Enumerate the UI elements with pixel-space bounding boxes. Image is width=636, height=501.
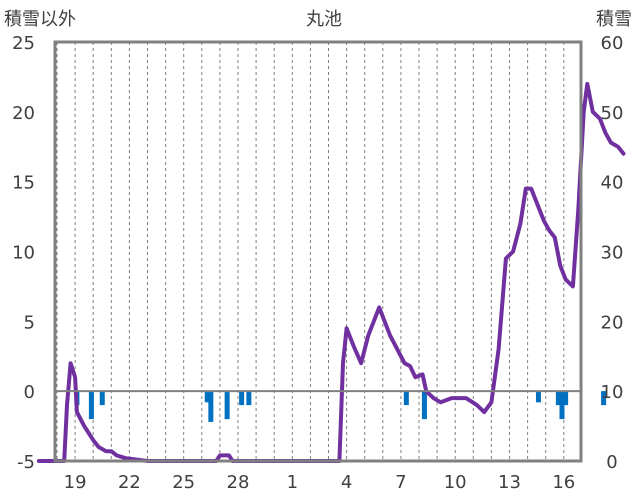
bar <box>421 391 427 420</box>
bar <box>555 391 561 406</box>
right-axis-title: 積雪 <box>596 9 632 30</box>
y-right-tick-label: 40 <box>601 173 624 194</box>
x-tick-label: 16 <box>552 472 575 493</box>
y-right-tick-label: 50 <box>601 103 624 124</box>
y-left-tick-label: -5 <box>17 452 35 473</box>
bar <box>246 391 252 406</box>
line-series <box>36 81 626 463</box>
y-right-tick-label: 20 <box>601 312 624 333</box>
left-axis-title: 積雪以外 <box>4 9 76 30</box>
x-tick-label: 28 <box>227 472 250 493</box>
axes <box>53 40 583 463</box>
x-tick-label: 4 <box>341 472 352 493</box>
x-tick-label: 25 <box>172 472 195 493</box>
y-right-tick-label: 60 <box>601 33 624 54</box>
bar <box>99 391 105 406</box>
y-left-tick-label: 25 <box>12 33 35 54</box>
y-left-tick-label: 20 <box>12 103 35 124</box>
bar <box>601 391 607 406</box>
x-tick-label: 13 <box>498 472 521 493</box>
bar <box>559 391 565 420</box>
x-tick-label: 10 <box>444 472 467 493</box>
x-tick-label: 1 <box>287 472 298 493</box>
y-left-tick-label: 10 <box>12 243 35 264</box>
bar <box>403 391 409 406</box>
grid-lines <box>56 42 565 461</box>
bar <box>204 391 210 403</box>
bar <box>239 391 245 406</box>
y-right-tick-label: 30 <box>601 243 624 264</box>
plot-frame <box>53 40 583 463</box>
bar <box>88 391 94 420</box>
x-tick-label: 7 <box>395 472 406 493</box>
bar <box>208 391 214 422</box>
bar <box>224 391 230 420</box>
y-left-tick-label: 0 <box>24 382 35 403</box>
y-left-tick-label: 15 <box>12 173 35 194</box>
y-left-tick-label: 5 <box>24 312 35 333</box>
y-right-tick-label: 0 <box>606 452 617 473</box>
line-path <box>36 81 626 463</box>
x-tick-label: 19 <box>64 472 87 493</box>
y-right-tick-label: 10 <box>601 382 624 403</box>
bar <box>563 391 569 406</box>
x-tick-label: 22 <box>118 472 141 493</box>
bar <box>535 391 541 403</box>
labels: -5 0 5 10 15 20 25 0 10 20 30 40 50 60 19 22 25 28 1 4 7 10 13… <box>4 9 632 493</box>
chart-title: 丸池 <box>306 9 342 30</box>
